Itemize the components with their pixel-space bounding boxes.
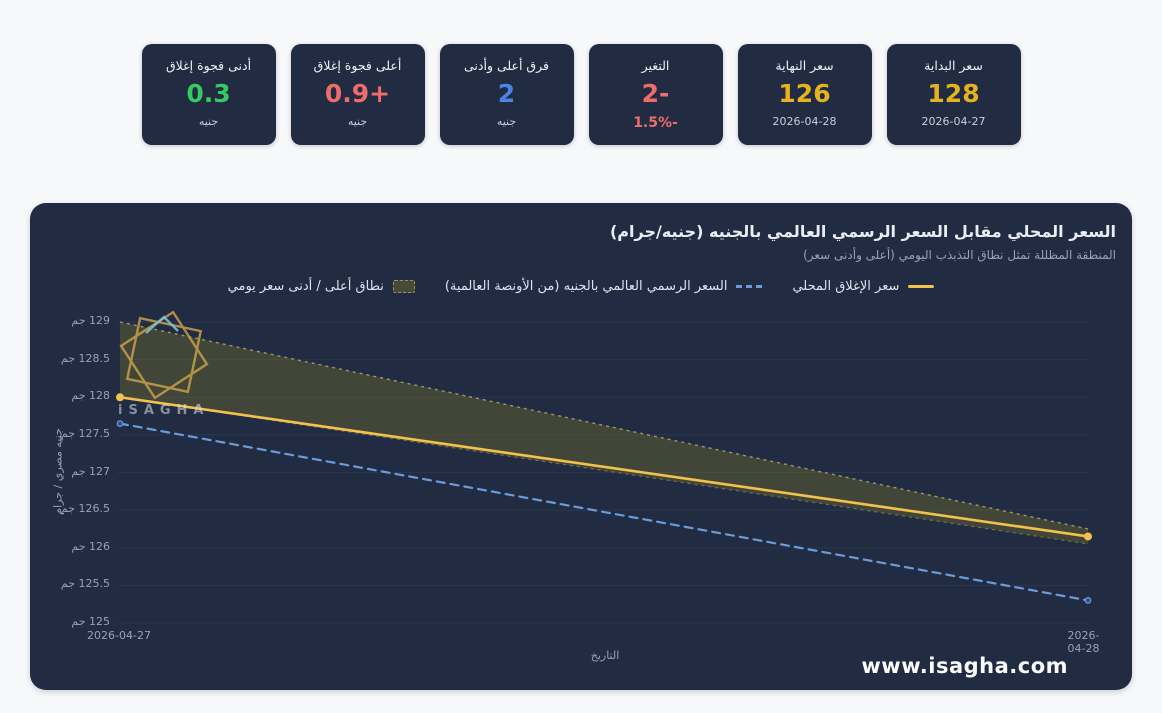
stat-card-min-close-gap: أدنى فجوة إغلاق 0.3 جنيه: [141, 44, 276, 145]
legend-label: سعر الإغلاق المحلي: [792, 279, 900, 294]
card-sub: جنيه: [198, 114, 219, 128]
stat-cards-row: سعر البداية 128 2026-04-27 سعر النهاية 1…: [0, 44, 1162, 145]
x-axis-title: التاريخ: [590, 649, 620, 662]
card-label: سعر النهاية: [775, 58, 834, 73]
y-tick-label: 126 جم: [71, 539, 110, 553]
card-value: +0.9: [324, 79, 391, 108]
legend-item-daily-range-band[interactable]: نطاق أعلى / أدنى سعر يومي: [228, 279, 415, 294]
y-tick-label: 125.5 جم: [60, 577, 110, 591]
stat-card-max-close-gap: أعلى فجوة إغلاق +0.9 جنيه: [290, 44, 425, 145]
card-value: 2: [497, 79, 516, 108]
price-chart: [116, 321, 1092, 624]
y-tick-label: 127 جم: [71, 464, 110, 478]
card-label: أعلى فجوة إغلاق: [313, 58, 402, 73]
stat-card-change: التغير -2 -1.5%: [588, 44, 723, 145]
card-label: التغير: [641, 58, 670, 73]
stat-card-high-low-diff: فرق أعلى وأدنى 2 جنيه: [439, 44, 574, 145]
y-tick-label: 127.5 جم: [60, 426, 110, 440]
legend-label: نطاق أعلى / أدنى سعر يومي: [227, 279, 384, 294]
stat-card-end-price: سعر النهاية 126 2026-04-28: [737, 44, 872, 145]
legend-item-world-official[interactable]: السعر الرسمي العالمي بالجنيه (من الأونصة…: [445, 279, 763, 294]
x-tick-label: 2026-04-28: [1067, 629, 1100, 655]
price-chart-panel: السعر المحلي مقابل السعر الرسمي العالمي …: [30, 203, 1132, 690]
card-value: -2: [641, 79, 670, 108]
card-sub: 2026-04-28: [772, 114, 837, 128]
y-axis-title: جنيه مصري / جرام: [51, 427, 65, 515]
card-value: 126: [778, 79, 831, 108]
band-swatch-icon: [392, 280, 415, 293]
card-sub: جنيه: [347, 114, 368, 128]
y-tick-label: 128 جم: [71, 389, 110, 403]
y-tick-label: 125 جم: [71, 615, 110, 628]
card-sub: 2026-04-27: [921, 114, 986, 128]
solid-line-swatch-icon: [908, 285, 935, 288]
card-value: 128: [927, 79, 980, 108]
website-url: www.isagha.com: [861, 654, 1068, 678]
card-sub: -1.5%: [633, 114, 678, 131]
y-tick-label: 128.5 جم: [60, 351, 110, 365]
dashed-line-swatch-icon: [736, 285, 763, 288]
y-tick-label: 126.5 جم: [60, 502, 110, 516]
x-tick-label: 2026-04-27: [87, 629, 151, 642]
chart-title: السعر المحلي مقابل السعر الرسمي العالمي …: [609, 222, 1116, 241]
chart-subtitle: المنطقة المظللة تمثل نطاق التذبذب اليومي…: [803, 248, 1116, 262]
card-label: فرق أعلى وأدنى: [464, 58, 549, 73]
chart-legend: سعر الإغلاق المحلي السعر الرسمي العالمي …: [30, 279, 1132, 294]
y-tick-label: 129 جم: [71, 314, 110, 327]
card-sub: جنيه: [496, 114, 517, 128]
legend-item-local-close[interactable]: سعر الإغلاق المحلي: [792, 279, 935, 294]
card-label: أدنى فجوة إغلاق: [165, 58, 252, 73]
legend-label: السعر الرسمي العالمي بالجنيه (من الأونصة…: [444, 279, 728, 294]
card-value: 0.3: [186, 79, 231, 108]
card-label: سعر البداية: [924, 58, 983, 73]
stat-card-start-price: سعر البداية 128 2026-04-27: [886, 44, 1021, 145]
